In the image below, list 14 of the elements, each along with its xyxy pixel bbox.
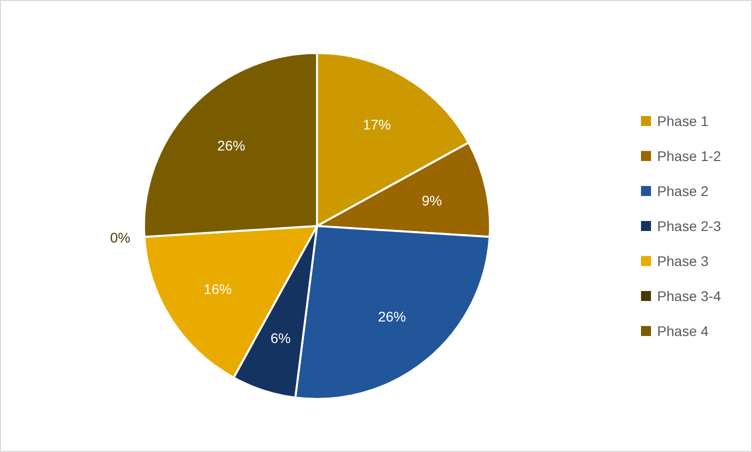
legend-label: Phase 3-4 bbox=[657, 288, 721, 304]
legend-label: Phase 2 bbox=[657, 182, 709, 198]
legend-label: Phase 4 bbox=[657, 322, 709, 338]
legend-label: Phase 1 bbox=[657, 112, 709, 128]
data-label: 17% bbox=[362, 116, 391, 133]
data-label: 26% bbox=[378, 308, 406, 325]
legend-label: Phase 1-2 bbox=[657, 148, 721, 164]
data-label: 6% bbox=[270, 330, 291, 346]
legend-label: Phase 3 bbox=[657, 252, 709, 268]
data-label: 9% bbox=[422, 192, 442, 208]
legend-label: Phase 2-3 bbox=[657, 218, 721, 234]
text: 0% bbox=[110, 230, 130, 246]
data-label: 26% bbox=[217, 137, 246, 154]
data-label: 16% bbox=[204, 281, 232, 298]
